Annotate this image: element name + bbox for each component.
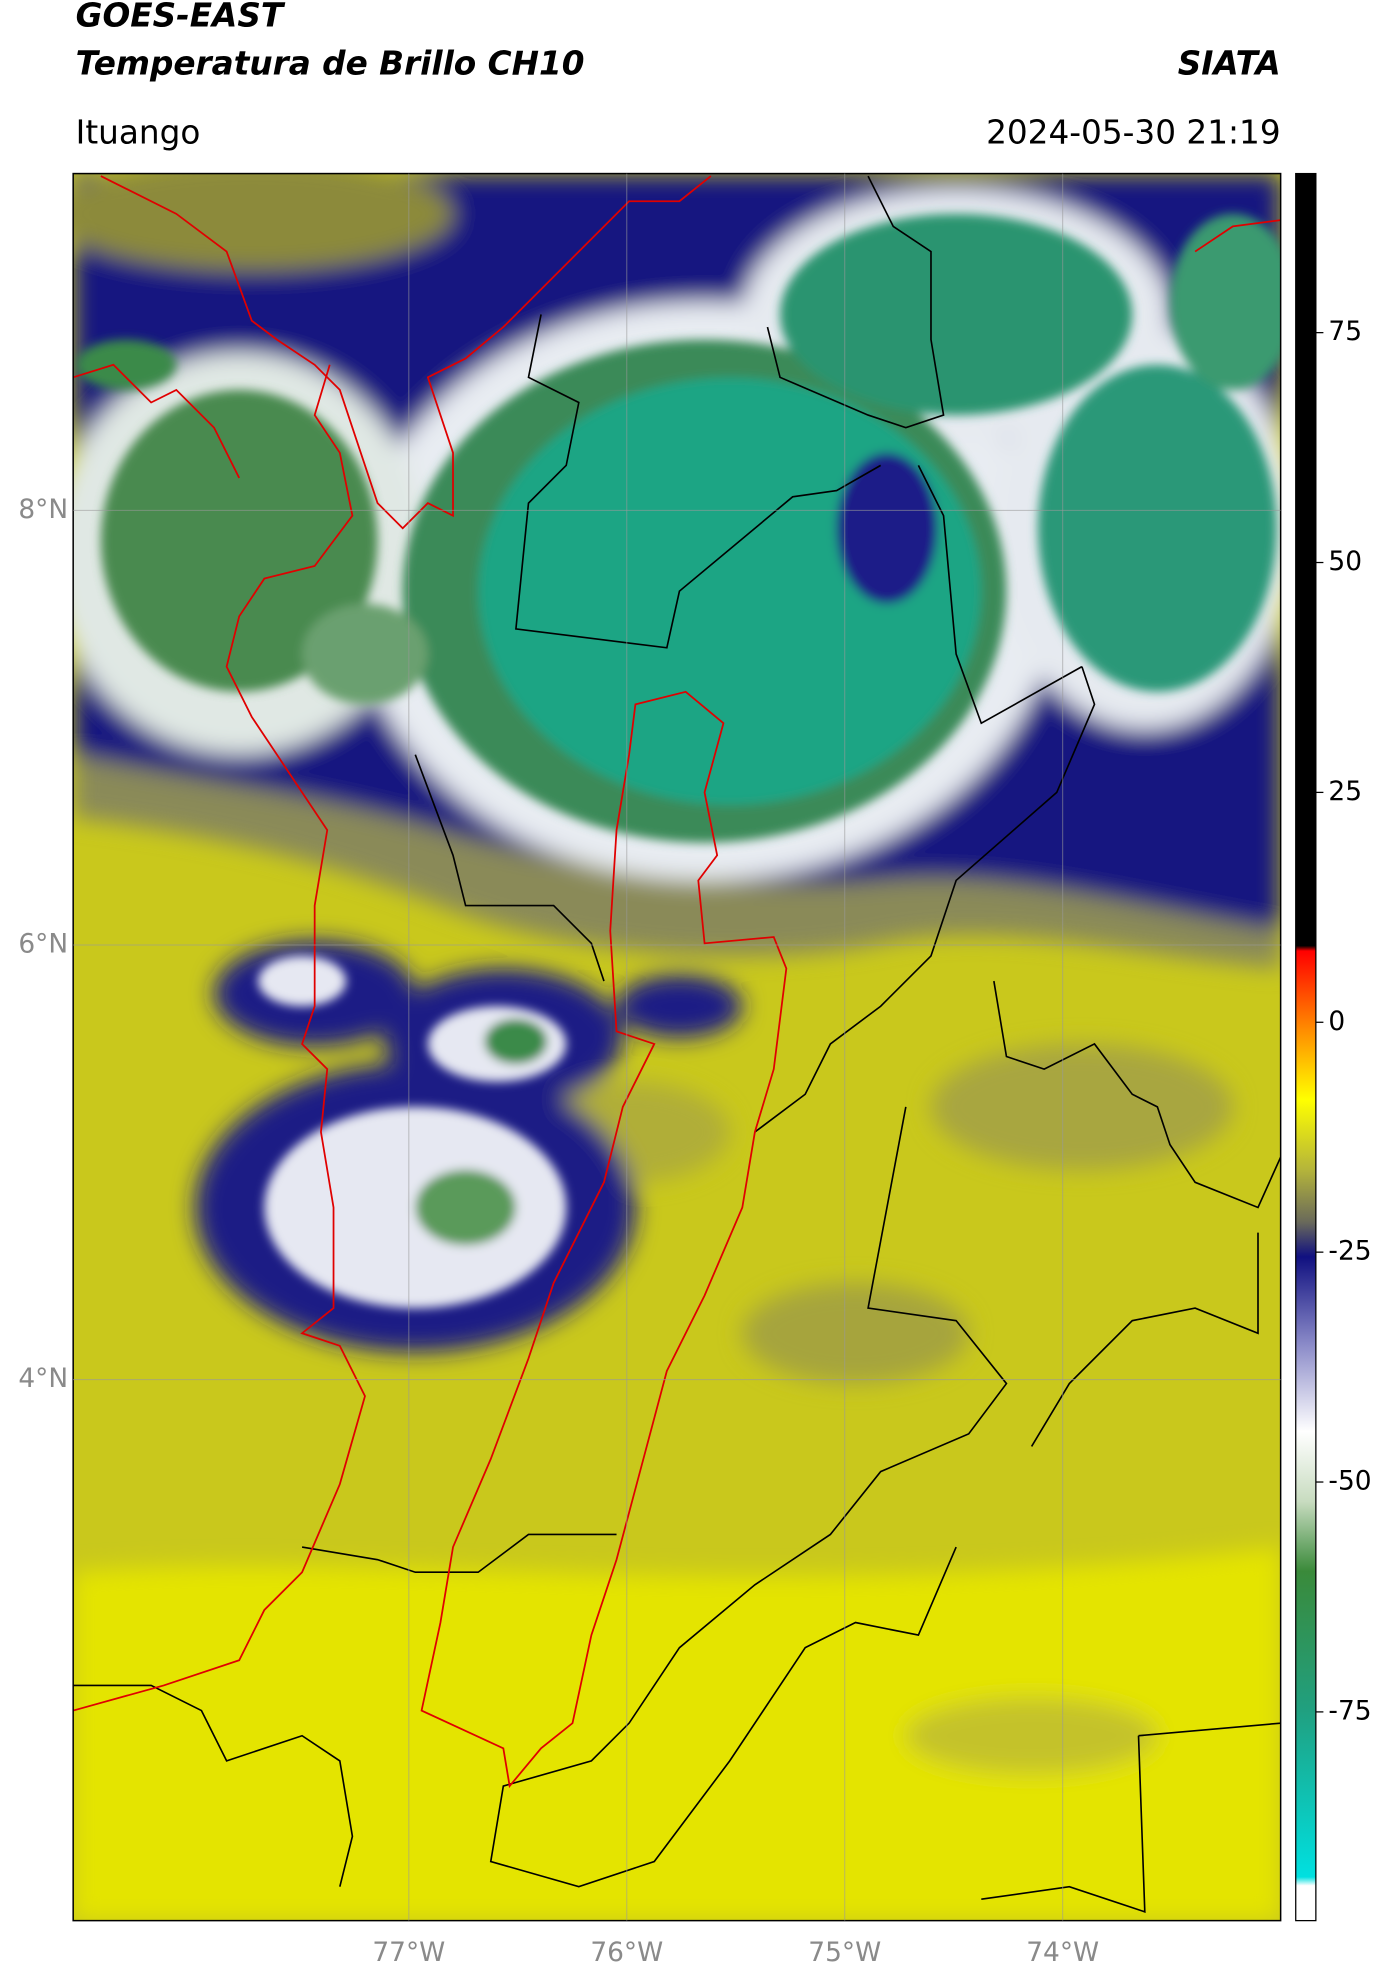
- colorbar-tick-label: -50: [1328, 1466, 1371, 1497]
- colorbar-tick-label: 25: [1328, 776, 1362, 807]
- lon-tick-label: 75°W: [808, 1937, 881, 1968]
- lat-tick-label: 4°N: [18, 1363, 68, 1394]
- datetime: 2024-05-30 21:19: [986, 114, 1281, 152]
- location: Ituango: [76, 114, 201, 152]
- satellite-image: [73, 173, 1281, 1921]
- source: SIATA: [1178, 44, 1281, 82]
- subtitle: Temperatura de Brillo CH10: [76, 44, 585, 82]
- lon-tick-label: 76°W: [590, 1937, 663, 1968]
- colorbar-tick-label: 0: [1328, 1006, 1345, 1037]
- lat-tick-label: 8°N: [18, 494, 68, 525]
- colorbar: [1295, 172, 1317, 1922]
- lat-tick-label: 6°N: [18, 928, 68, 959]
- graticule: [73, 173, 1281, 1921]
- colorbar-tick-label: 50: [1328, 546, 1362, 577]
- colorbar-tick-label: -25: [1328, 1236, 1371, 1267]
- colorbar-tick-label: 75: [1328, 316, 1362, 347]
- lon-tick-label: 74°W: [1026, 1937, 1099, 1968]
- lon-tick-label: 77°W: [372, 1937, 445, 1968]
- title: GOES-EAST: [76, 0, 286, 35]
- colorbar-tick-label: -75: [1328, 1695, 1371, 1726]
- map-frame: [72, 172, 1282, 1922]
- tick-labels: 8°N 6°N 4°N 77°W 76°W 75°W 74°W 75 50 25 0 -25 -50 -7…: [18, 316, 1371, 1968]
